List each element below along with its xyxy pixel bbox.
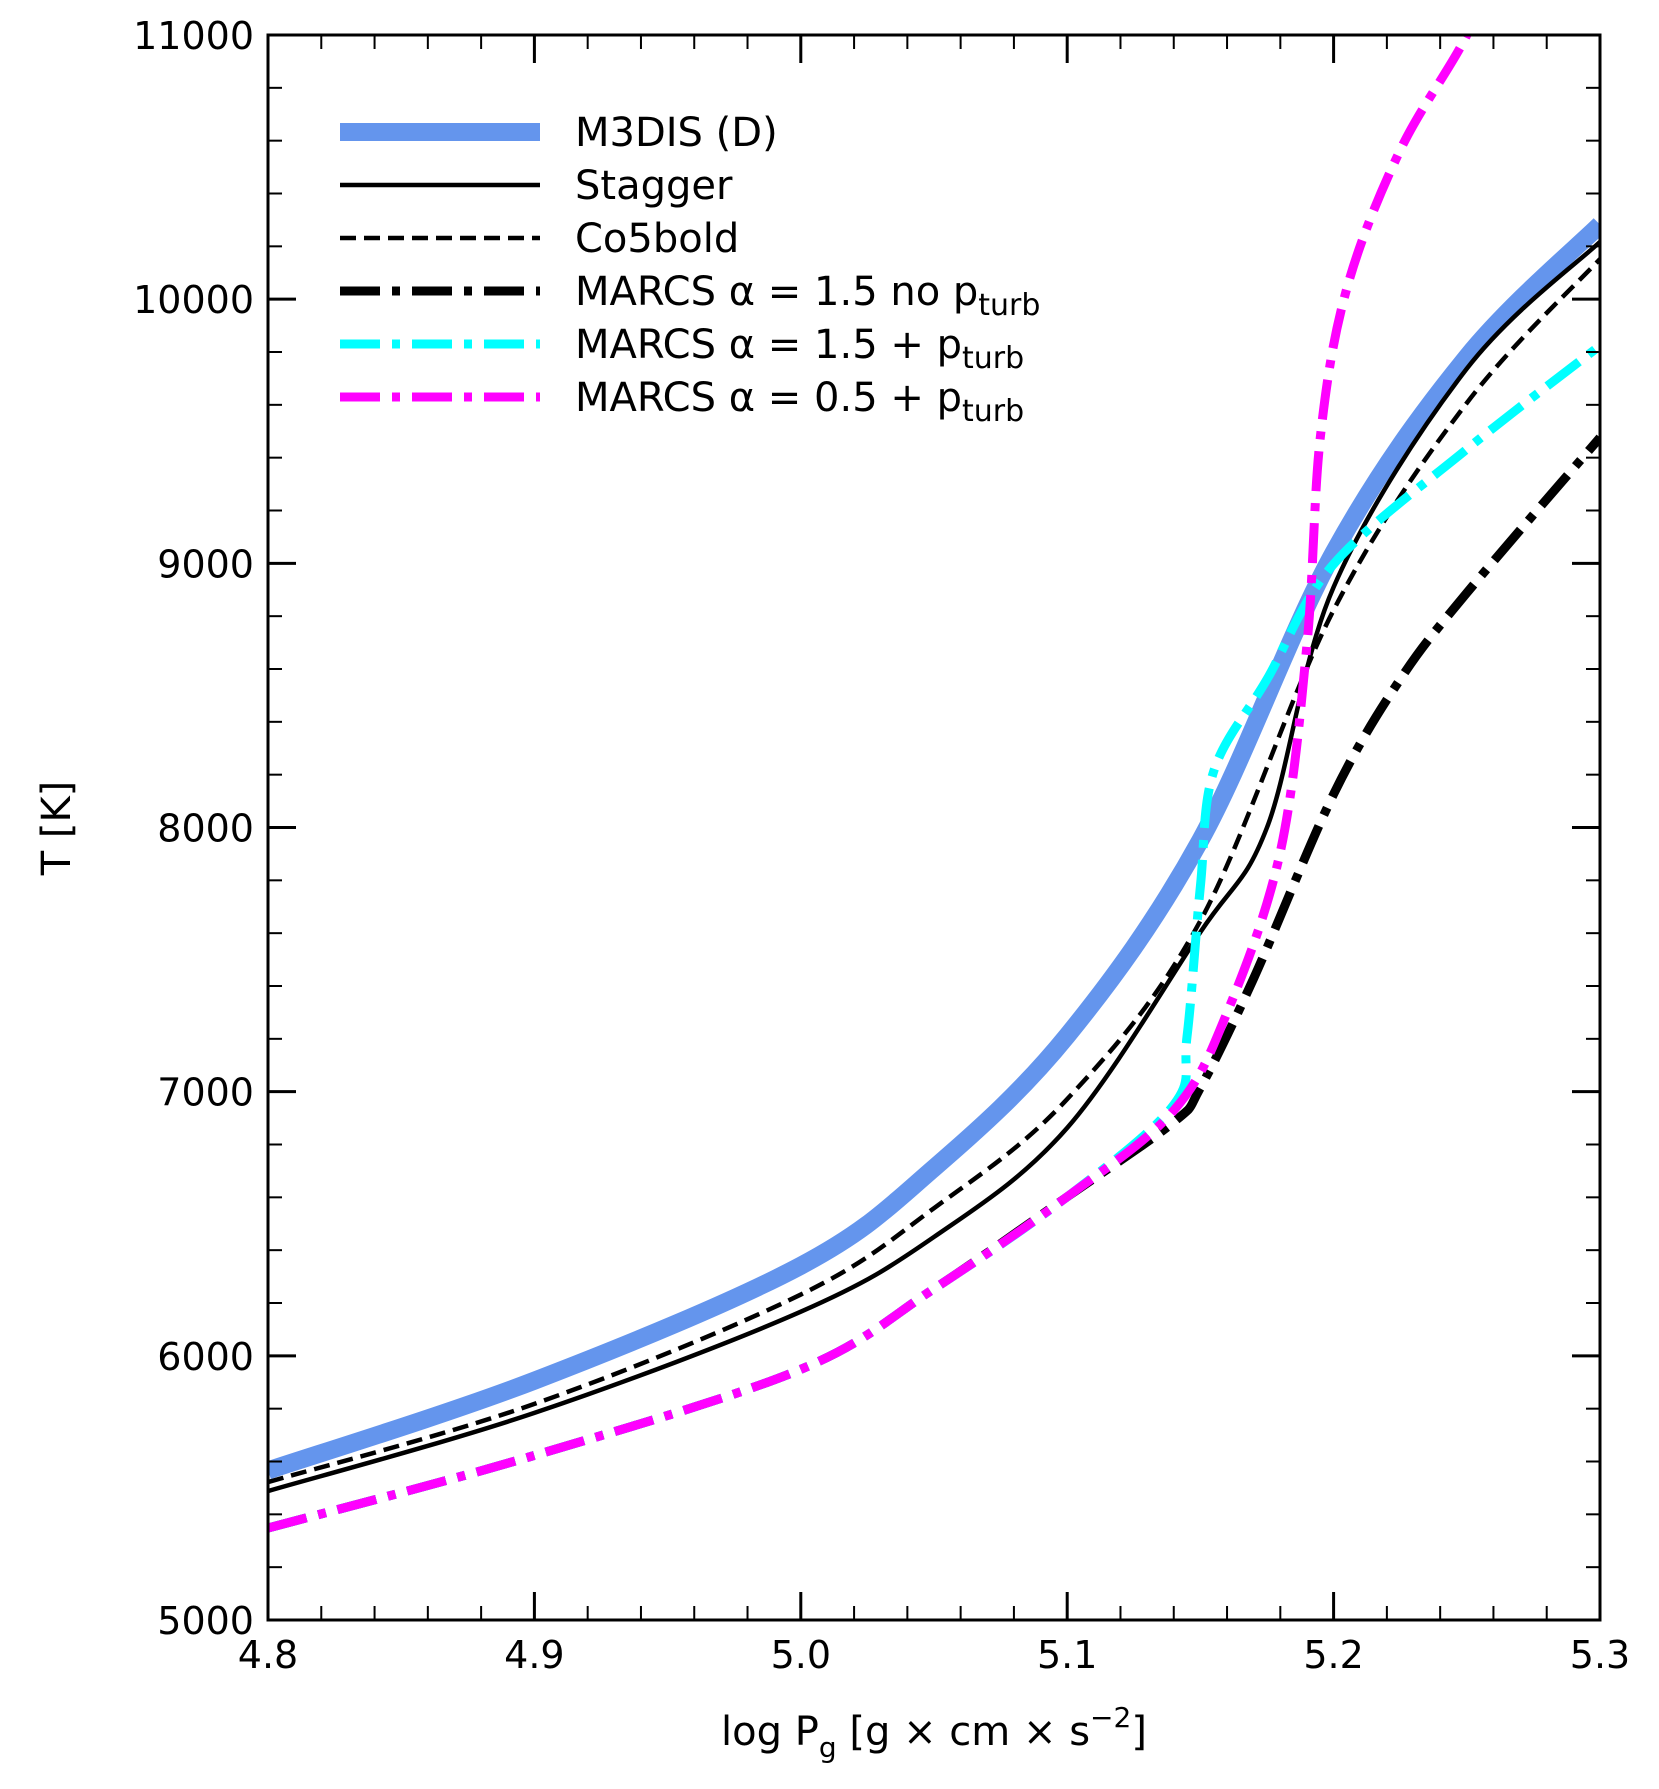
x-tick-label: 5.3 bbox=[1570, 1633, 1630, 1677]
legend-entry: Stagger bbox=[575, 163, 733, 209]
y-tick-label: 7000 bbox=[157, 1071, 254, 1115]
axis-ticks: 4.8 4.9 5.0 5.1 5.2 5.3 5000 6000 7000 8000 9000 10… bbox=[133, 14, 1630, 1677]
y-tick-label: 9000 bbox=[157, 542, 254, 586]
legend-entry: MARCS α = 1.5 + pturb bbox=[575, 322, 1024, 376]
y-tick-label: 11000 bbox=[133, 14, 254, 58]
x-tick-label: 5.0 bbox=[771, 1633, 831, 1677]
series-line-1 bbox=[268, 240, 1600, 1494]
x-axis-label: log Pg [g × cm × s−2] bbox=[721, 1701, 1147, 1764]
legend-entry: Co5bold bbox=[575, 216, 739, 262]
x-tick-label: 4.9 bbox=[504, 1633, 564, 1677]
x-tick-label: 4.8 bbox=[238, 1633, 298, 1677]
series-line-4 bbox=[268, 342, 1600, 1533]
series-line-0 bbox=[268, 218, 1600, 1480]
series-line-5 bbox=[268, 35, 1472, 1533]
series-line-3 bbox=[268, 434, 1600, 1533]
y-tick-label: 6000 bbox=[157, 1335, 254, 1379]
series-lines bbox=[268, 35, 1600, 1533]
y-tick-label: 8000 bbox=[157, 807, 254, 851]
x-tick-label: 5.1 bbox=[1037, 1633, 1097, 1677]
y-axis-label: T [K] bbox=[34, 781, 80, 877]
legend: M3DIS (D) Stagger Co5bold MARCS α = 1.5 no … bbox=[340, 110, 1040, 429]
legend-entry: MARCS α = 1.5 no pturb bbox=[575, 269, 1040, 323]
series-line-2 bbox=[268, 257, 1600, 1485]
y-tick-label: 5000 bbox=[157, 1599, 254, 1643]
legend-entry: MARCS α = 0.5 + pturb bbox=[575, 375, 1024, 429]
x-tick-label: 5.2 bbox=[1303, 1633, 1363, 1677]
y-tick-label: 10000 bbox=[133, 278, 254, 322]
legend-entry: M3DIS (D) bbox=[575, 110, 778, 156]
